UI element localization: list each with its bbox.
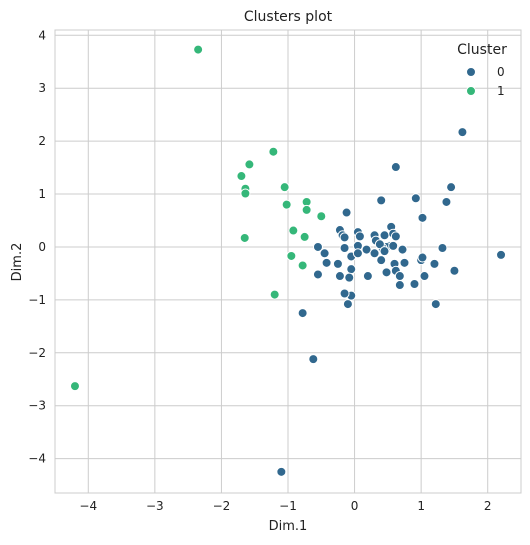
cluster-1-point xyxy=(268,146,279,157)
cluster-0-point xyxy=(308,354,319,365)
y-tick-label: 2 xyxy=(38,134,46,148)
x-tick-label: 1 xyxy=(417,499,425,513)
cluster-1-point xyxy=(281,199,292,210)
x-tick-labels: −4 −3 −2 −1 0 1 2 xyxy=(79,499,491,513)
y-tick-label: 0 xyxy=(38,240,46,254)
cluster-0-point xyxy=(354,231,365,242)
cluster-0-point xyxy=(388,240,399,251)
cluster-0-point xyxy=(449,265,460,276)
cluster-1-point xyxy=(279,182,290,193)
y-tick-label: −1 xyxy=(28,293,46,307)
cluster-1-point xyxy=(193,44,204,55)
x-tick-label: 0 xyxy=(351,499,359,513)
cluster-1-point xyxy=(240,188,251,199)
cluster-0-point xyxy=(376,195,387,206)
legend-label-0: 0 xyxy=(497,65,505,79)
cluster-1-point xyxy=(316,211,327,222)
y-tick-label: −4 xyxy=(28,452,46,466)
cluster-0-point xyxy=(379,230,390,241)
cluster-0-point xyxy=(332,258,343,269)
cluster-0-point xyxy=(321,257,332,268)
cluster-0-point xyxy=(374,239,385,250)
cluster-1-point xyxy=(286,250,297,261)
cluster-0-point xyxy=(379,246,390,257)
cluster-1-point xyxy=(299,231,310,242)
cluster-0-point xyxy=(312,241,323,252)
cluster-0-point xyxy=(390,162,401,173)
cluster-0-point xyxy=(394,271,405,282)
cluster-0-point xyxy=(376,255,387,266)
plot-frame xyxy=(54,29,522,494)
y-tick-labels: −4 −3 −2 −1 0 1 2 3 4 xyxy=(28,28,46,465)
cluster-0-point xyxy=(441,196,452,207)
cluster-1-point xyxy=(301,204,312,215)
cluster-1-point xyxy=(269,289,280,300)
cluster-0-point xyxy=(344,272,355,283)
cluster-0-point xyxy=(429,258,440,269)
cluster-0-point xyxy=(437,243,448,254)
cluster-0-point xyxy=(457,127,468,138)
x-tick-label: −4 xyxy=(79,499,97,513)
x-axis-title: Dim.1 xyxy=(269,519,308,534)
cluster-0-point xyxy=(430,299,441,310)
cluster-0-point xyxy=(496,249,507,260)
cluster-0-point xyxy=(346,264,357,275)
y-axis-title: Dim.2 xyxy=(10,243,25,282)
y-tick-label: 4 xyxy=(38,28,46,42)
cluster-0-point xyxy=(417,252,428,263)
cluster-0-point xyxy=(394,280,405,291)
y-tick-label: 3 xyxy=(38,81,46,95)
cluster-0-point xyxy=(410,193,421,204)
cluster-0-point xyxy=(276,466,287,477)
cluster-0-point xyxy=(319,248,330,259)
cluster-0-point xyxy=(339,243,350,254)
cluster-0-point xyxy=(341,207,352,218)
x-tick-label: −3 xyxy=(146,499,164,513)
cluster-0-point xyxy=(334,271,345,282)
cluster-0-point xyxy=(419,271,430,282)
cluster-0-point xyxy=(339,288,350,299)
data-points xyxy=(69,44,507,477)
legend-label-1: 1 xyxy=(497,84,505,98)
cluster-0-point xyxy=(417,212,428,223)
cluster-0-point xyxy=(446,182,457,193)
cluster-1-point xyxy=(288,225,299,236)
cluster-0-point xyxy=(381,267,392,278)
cluster-0-point xyxy=(339,232,350,243)
legend: Cluster 0 1 xyxy=(457,42,507,98)
legend-marker-0 xyxy=(466,67,476,77)
cluster-0-point xyxy=(397,244,408,255)
cluster-0-point xyxy=(312,269,323,280)
cluster-1-point xyxy=(297,260,308,271)
cluster-0-point xyxy=(369,248,380,259)
x-tick-label: −1 xyxy=(279,499,297,513)
legend-title: Cluster xyxy=(457,42,507,58)
x-tick-label: −2 xyxy=(213,499,231,513)
cluster-0-point xyxy=(361,244,372,255)
y-tick-label: 1 xyxy=(38,187,46,201)
cluster-0-point xyxy=(362,271,373,282)
cluster-0-point xyxy=(409,278,420,289)
cluster-0-point xyxy=(390,231,401,242)
grid xyxy=(55,30,521,493)
x-tick-label: 2 xyxy=(484,499,492,513)
cluster-1-point xyxy=(69,381,80,392)
cluster-1-point xyxy=(244,159,255,170)
legend-marker-1 xyxy=(466,86,476,96)
cluster-0-point xyxy=(399,257,410,268)
cluster-0-point xyxy=(342,299,353,310)
y-tick-label: −3 xyxy=(28,399,46,413)
y-tick-label: −2 xyxy=(28,346,46,360)
cluster-0-point xyxy=(297,308,308,319)
chart-title: Clusters plot xyxy=(244,9,333,25)
cluster-1-point xyxy=(236,171,247,182)
cluster-1-point xyxy=(239,232,250,243)
cluster-0-point xyxy=(352,248,363,259)
